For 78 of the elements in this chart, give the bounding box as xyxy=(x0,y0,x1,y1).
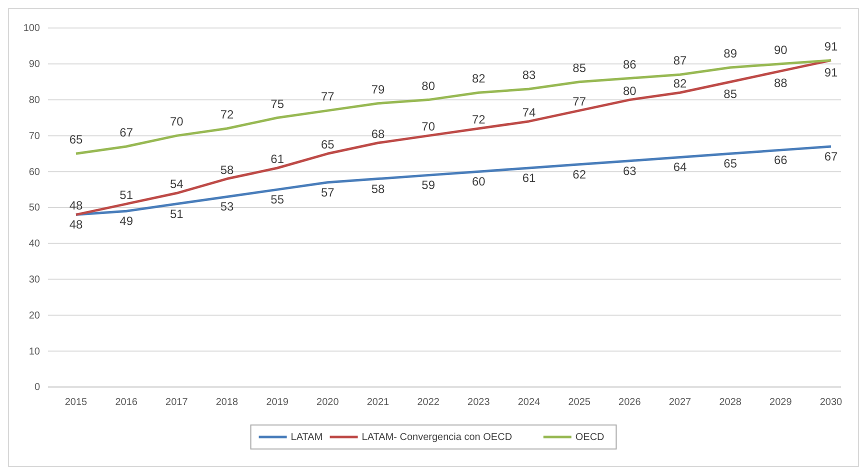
x-tick-label: 2020 xyxy=(316,397,340,408)
data-label: 79 xyxy=(371,82,385,96)
data-label: 58 xyxy=(371,182,385,196)
x-tick-label: 2025 xyxy=(568,397,591,408)
data-label: 48 xyxy=(69,218,83,232)
x-tick-label: 2022 xyxy=(417,397,440,408)
data-label: 65 xyxy=(724,156,738,171)
data-label: 53 xyxy=(220,200,234,214)
data-label: 82 xyxy=(673,76,687,91)
data-label: 54 xyxy=(170,177,184,192)
data-label: 65 xyxy=(320,138,335,152)
data-label: 83 xyxy=(522,68,536,82)
data-label: 62 xyxy=(572,167,586,182)
data-label: 59 xyxy=(422,178,436,192)
data-label: 51 xyxy=(120,188,134,202)
legend-label: LATAM xyxy=(290,432,323,444)
x-tick-label: 2015 xyxy=(64,397,88,408)
data-label: 68 xyxy=(371,126,385,141)
legend-label: OECD xyxy=(575,432,604,444)
data-label: 80 xyxy=(422,78,436,93)
data-label: 64 xyxy=(673,160,687,174)
data-label: 85 xyxy=(724,86,738,101)
legend-label: LATAM- Convergencia con OECD xyxy=(362,432,512,444)
data-label: 90 xyxy=(774,42,788,57)
x-tick-label: 2023 xyxy=(468,397,490,408)
data-label: 60 xyxy=(472,174,486,189)
data-label: 67 xyxy=(120,125,134,140)
x-tick-label: 2017 xyxy=(166,397,188,408)
data-label: 61 xyxy=(270,152,284,166)
y-tick-label: 30 xyxy=(28,274,40,286)
y-tick-label: 90 xyxy=(28,59,40,70)
data-label: 51 xyxy=(170,206,184,221)
y-tick-label: 50 xyxy=(28,202,40,214)
x-tick-label: 2016 xyxy=(115,397,138,408)
data-label: 77 xyxy=(320,90,335,104)
data-label: 75 xyxy=(270,96,284,111)
data-label: 55 xyxy=(270,192,284,207)
data-label: 49 xyxy=(120,214,134,228)
data-label: 82 xyxy=(472,72,486,86)
x-tick-label: 2018 xyxy=(216,397,239,408)
data-label: 87 xyxy=(673,54,687,68)
data-label: 72 xyxy=(472,112,486,127)
x-tick-label: 2024 xyxy=(518,397,541,408)
x-tick-label: 2021 xyxy=(366,397,390,408)
x-tick-label: 2028 xyxy=(719,397,742,408)
data-label: 65 xyxy=(69,132,83,147)
x-tick-label: 2030 xyxy=(820,397,843,408)
y-tick-label: 100 xyxy=(23,23,40,34)
data-label: 67 xyxy=(824,149,838,164)
y-tick-label: 70 xyxy=(28,130,40,142)
data-label: 86 xyxy=(622,57,637,72)
x-tick-label: 2027 xyxy=(668,397,692,408)
y-tick-label: 80 xyxy=(28,95,40,106)
data-label: 70 xyxy=(170,114,184,129)
data-label: 63 xyxy=(622,164,637,178)
y-tick-label: 0 xyxy=(34,382,40,394)
data-label: 89 xyxy=(724,46,738,60)
data-label: 74 xyxy=(522,105,536,120)
y-tick-label: 60 xyxy=(28,166,40,178)
y-tick-label: 20 xyxy=(28,310,40,322)
data-label: 91 xyxy=(824,65,838,80)
data-label: 48 xyxy=(69,198,83,213)
data-label: 72 xyxy=(220,108,234,122)
data-label: 66 xyxy=(774,153,788,168)
data-label: 85 xyxy=(572,60,586,75)
data-label: 88 xyxy=(774,76,788,90)
data-label: 58 xyxy=(220,162,234,177)
data-label: 77 xyxy=(572,94,586,109)
x-tick-label: 2026 xyxy=(618,397,642,408)
data-label: 61 xyxy=(522,171,536,186)
x-tick-label: 2029 xyxy=(770,397,792,408)
x-tick-label: 2019 xyxy=(266,397,289,408)
y-tick-label: 10 xyxy=(28,346,40,358)
y-tick-label: 40 xyxy=(28,238,40,250)
data-label: 57 xyxy=(320,185,335,200)
data-label: 80 xyxy=(622,84,637,98)
data-label: 70 xyxy=(422,120,436,134)
data-label: 91 xyxy=(824,39,838,54)
